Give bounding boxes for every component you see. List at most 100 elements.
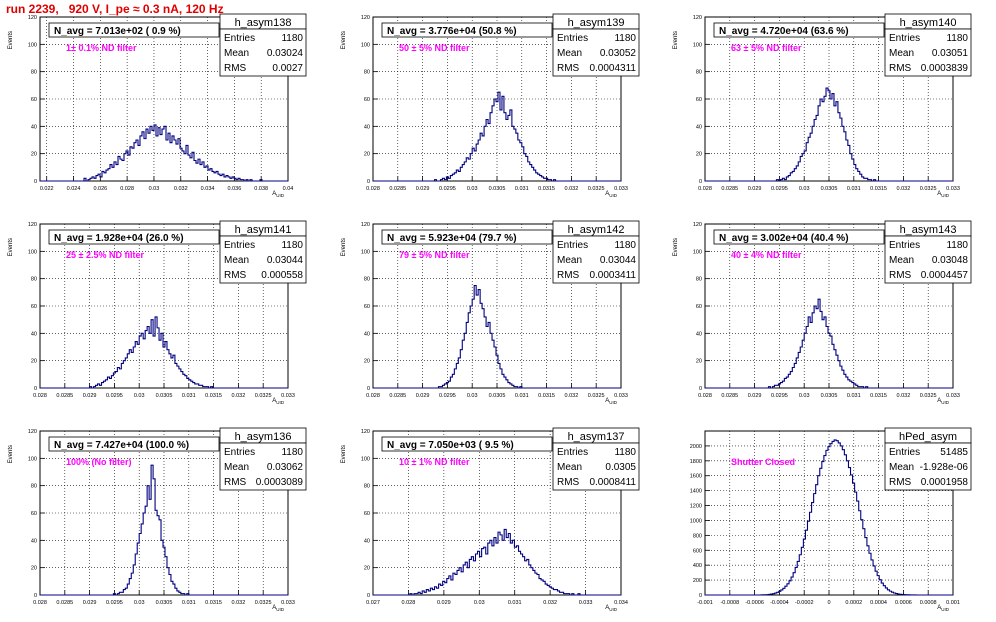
filter-note: 1± 0.1% ND filter bbox=[66, 43, 137, 53]
x-tick-label: 0.0315 bbox=[205, 600, 222, 606]
y-axis-label: Events bbox=[341, 31, 347, 49]
x-tick-label: 0.031 bbox=[508, 600, 522, 606]
x-axis-label-sub: UID bbox=[609, 607, 618, 612]
x-tick-label: 0.032 bbox=[565, 393, 579, 399]
histogram-line bbox=[373, 528, 621, 596]
x-tick-label: 0.0285 bbox=[721, 393, 738, 399]
stat-value-rms: 0.0003839 bbox=[921, 63, 969, 74]
x-tick-label: 0.0325 bbox=[588, 393, 605, 399]
navg-box bbox=[381, 22, 553, 38]
histogram-line bbox=[373, 284, 621, 389]
y-tick-label: 20 bbox=[696, 359, 702, 365]
x-tick-label: 0.0295 bbox=[439, 186, 456, 192]
stat-label-mean: Mean bbox=[224, 48, 249, 59]
x-tick-label: 0.001 bbox=[946, 600, 960, 606]
stats-box bbox=[219, 235, 307, 284]
stat-label-mean: Mean bbox=[889, 462, 914, 473]
y-tick-label: 120 bbox=[28, 15, 37, 21]
x-tick-label: 0.026 bbox=[93, 186, 107, 192]
x-tick-label: 0.0315 bbox=[538, 393, 555, 399]
x-tick-label: 0.0295 bbox=[771, 393, 788, 399]
histogram-line bbox=[705, 439, 953, 596]
x-tick-label: 0.031 bbox=[515, 186, 529, 192]
histogram-name: hPed_asym bbox=[899, 431, 957, 443]
x-tick-label: 0.032 bbox=[897, 393, 911, 399]
y-tick-label: 120 bbox=[28, 222, 37, 228]
stat-label-entries: Entries bbox=[224, 33, 255, 44]
stat-label-entries: Entries bbox=[224, 240, 255, 251]
histogram-name: h_asym137 bbox=[568, 431, 625, 443]
x-tick-label: 0.032 bbox=[232, 600, 246, 606]
x-tick-label: 0.033 bbox=[614, 186, 628, 192]
stat-label-mean: Mean bbox=[224, 462, 249, 473]
y-tick-label: 120 bbox=[693, 222, 702, 228]
x-axis-label: AUID bbox=[605, 191, 618, 198]
panel-h_asym141: 0 20 40 60 80 100 120 0.028 0.0285 0.029 0.0295 0.0… bbox=[8, 220, 307, 405]
x-tick-label: 0.033 bbox=[281, 393, 295, 399]
navg-label: N_avg = 7.013e+02 ( 0.9 %) bbox=[54, 26, 181, 37]
y-tick-label: 1000 bbox=[690, 518, 702, 524]
x-tick-label: 0.03 bbox=[799, 186, 810, 192]
x-tick-label: 0.036 bbox=[227, 186, 241, 192]
histogram-name: h_asym142 bbox=[568, 224, 625, 236]
x-tick-label: 0.0285 bbox=[389, 393, 406, 399]
stat-value-rms: 0.0003411 bbox=[589, 270, 636, 281]
x-tick-label: 0.0295 bbox=[439, 393, 456, 399]
stat-value-mean: 0.03044 bbox=[267, 255, 304, 266]
histogram-line bbox=[40, 464, 288, 596]
stat-label-mean: Mean bbox=[889, 48, 914, 59]
stat-value-rms: 0.000558 bbox=[261, 270, 303, 281]
y-tick-label: 60 bbox=[696, 304, 702, 310]
y-tick-label: 80 bbox=[696, 70, 702, 76]
y-tick-label: 600 bbox=[693, 548, 702, 554]
stat-value-entries: 1180 bbox=[946, 33, 968, 44]
y-tick-label: 60 bbox=[31, 97, 37, 103]
x-tick-label: 0.0305 bbox=[489, 186, 506, 192]
x-axis-label: AUID bbox=[272, 191, 285, 198]
x-tick-label: 0.0006 bbox=[895, 600, 912, 606]
y-tick-label: 2000 bbox=[690, 444, 702, 450]
x-tick-label: 0.0315 bbox=[870, 186, 887, 192]
y-tick-label: 0 bbox=[699, 386, 702, 392]
y-tick-label: 120 bbox=[28, 429, 37, 435]
histogram-line bbox=[40, 124, 288, 182]
x-tick-label: 0.028 bbox=[366, 186, 380, 192]
y-tick-label: 120 bbox=[361, 429, 370, 435]
y-tick-label: 60 bbox=[31, 511, 37, 517]
stat-label-mean: Mean bbox=[557, 48, 582, 59]
stat-value-rms: 0.0003089 bbox=[256, 477, 304, 488]
x-tick-label: 0.029 bbox=[416, 393, 430, 399]
x-tick-label: -0.0002 bbox=[795, 600, 814, 606]
stat-label-rms: RMS bbox=[889, 63, 912, 74]
stat-value-mean: 0.03062 bbox=[267, 462, 304, 473]
navg-box bbox=[713, 229, 885, 245]
y-tick-label: 0 bbox=[367, 386, 370, 392]
y-tick-label: 120 bbox=[361, 222, 370, 228]
histogram-name: h_asym140 bbox=[900, 17, 957, 29]
x-axis-label-sub: UID bbox=[941, 193, 950, 198]
navg-box bbox=[381, 229, 553, 245]
stat-value-mean: -1.928e-06 bbox=[920, 462, 969, 473]
y-tick-label: 80 bbox=[31, 484, 37, 490]
x-tick-label: 0.032 bbox=[174, 186, 188, 192]
navg-label: N_avg = 7.050e+03 ( 9.5 %) bbox=[387, 440, 514, 451]
x-axis-label: AUID bbox=[272, 605, 285, 612]
panel-h_asym137: 0 20 40 60 80 100 120 0.027 0.028 0.029 0.03 0.031 0… bbox=[341, 427, 640, 612]
y-tick-label: 80 bbox=[31, 70, 37, 76]
stat-label-rms: RMS bbox=[224, 477, 247, 488]
x-axis-label-sub: UID bbox=[276, 607, 285, 612]
run-title: run 2239, 920 V, I_pe ≈ 0.3 nA, 120 Hz bbox=[6, 2, 224, 16]
y-tick-label: 400 bbox=[693, 563, 702, 569]
histogram-name: h_asym141 bbox=[235, 224, 292, 236]
x-axis-label: AUID bbox=[605, 398, 618, 405]
x-axis-label: AUID bbox=[937, 191, 950, 198]
y-tick-label: 20 bbox=[364, 359, 370, 365]
x-tick-label: 0.0004 bbox=[870, 600, 887, 606]
stats-box bbox=[552, 28, 640, 77]
x-tick-label: 0.029 bbox=[437, 600, 451, 606]
navg-label: N_avg = 4.720e+04 (63.6 %) bbox=[719, 26, 849, 37]
x-axis-label: AUID bbox=[937, 398, 950, 405]
x-tick-label: 0.029 bbox=[416, 186, 430, 192]
